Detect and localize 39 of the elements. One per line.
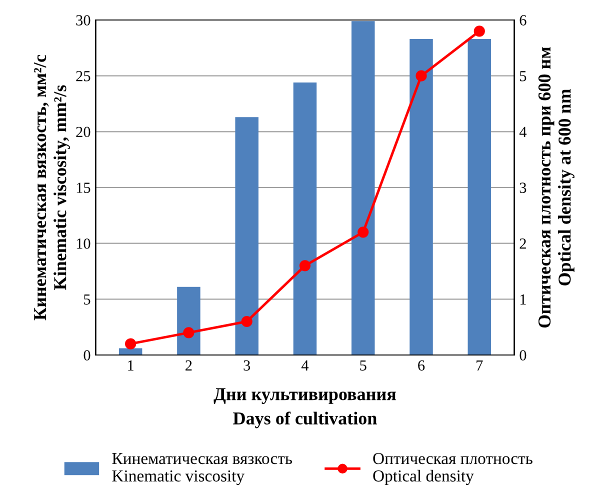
y-tick-label: 30 [76,15,90,26]
x-tick-label: 4 [301,360,309,370]
y-tick-label: 5 [84,294,90,305]
y-tick-label: 10 [76,238,90,249]
bar [410,38,433,355]
x-tick-label: 2 [186,360,192,370]
point [125,338,136,350]
point [241,316,252,328]
bar [235,117,258,355]
x-tick-label: 7 [476,360,483,370]
y2-tick-label: 3 [520,182,526,193]
point [474,26,485,37]
point [183,327,194,338]
y-tick-label: 25 [76,71,90,82]
y2-tick-label: 1 [520,294,526,304]
bar [293,82,317,355]
x-tick-label: 3 [244,360,250,371]
y2-tick-label: 2 [520,238,526,249]
point [358,226,369,238]
y2-tick-label: 5 [520,71,526,82]
x-tick-label: 5 [360,360,366,371]
point [416,70,427,82]
x-tick-label: 6 [418,360,425,371]
bar [177,286,200,355]
y2-tick-label: 6 [520,15,526,26]
y-axis-title: Кинематическая вязкость, мм²/с Kinematic viscosity, mm²/s [34,54,70,320]
y2-tick-label: 0 [520,350,526,360]
legend-label: Оптическая плотность Optical density [373,452,532,485]
bar [351,21,375,355]
x-tick-label: 1 [128,360,134,370]
y-tick-label: 20 [76,126,90,138]
y2-axis-title: Оптическая плотность при 600 нм Optical density at 600 nm [538,47,574,328]
bar [468,38,492,355]
y2-tick-label: 4 [519,126,527,137]
y-tick-label: 15 [76,182,90,193]
point [299,260,311,272]
x-axis-title: Дни культивирования Days of cultivation [214,388,396,428]
y-tick-label: 0 [84,350,90,360]
legend-label: Кинематическая вязкость Kinematic viscosity [112,453,292,485]
